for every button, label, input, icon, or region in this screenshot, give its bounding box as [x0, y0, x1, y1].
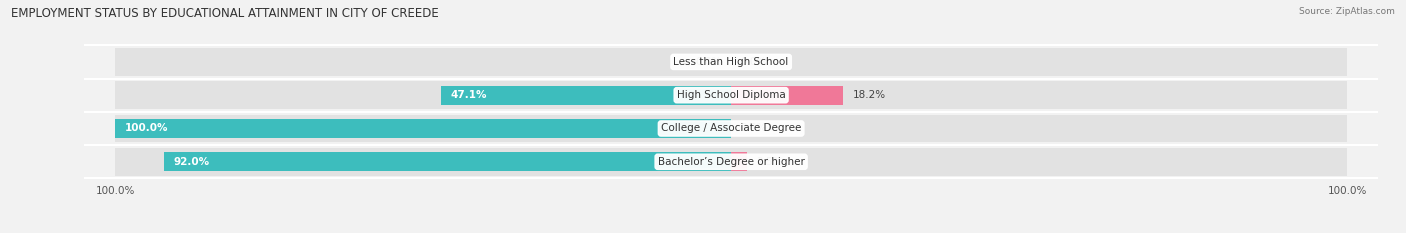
Text: Bachelor’s Degree or higher: Bachelor’s Degree or higher — [658, 157, 804, 167]
Bar — [165, 152, 731, 171]
Text: Less than High School: Less than High School — [673, 57, 789, 67]
Text: High School Diploma: High School Diploma — [676, 90, 786, 100]
Text: 0.0%: 0.0% — [696, 57, 721, 67]
Bar — [115, 115, 731, 142]
Bar — [115, 119, 731, 138]
Bar — [731, 152, 747, 171]
Text: 92.0%: 92.0% — [174, 157, 209, 167]
Text: 100.0%: 100.0% — [124, 123, 167, 134]
Bar — [441, 86, 731, 105]
Text: College / Associate Degree: College / Associate Degree — [661, 123, 801, 134]
Bar — [115, 81, 731, 109]
Text: 0.0%: 0.0% — [741, 57, 766, 67]
Text: 2.5%: 2.5% — [756, 157, 782, 167]
Text: 18.2%: 18.2% — [852, 90, 886, 100]
Bar — [115, 48, 731, 76]
Bar — [731, 148, 1347, 176]
Bar — [731, 115, 1347, 142]
Text: 0.0%: 0.0% — [741, 123, 766, 134]
Bar — [731, 48, 1347, 76]
Bar — [115, 148, 731, 176]
Text: EMPLOYMENT STATUS BY EDUCATIONAL ATTAINMENT IN CITY OF CREEDE: EMPLOYMENT STATUS BY EDUCATIONAL ATTAINM… — [11, 7, 439, 20]
Bar — [731, 81, 1347, 109]
Bar — [731, 86, 844, 105]
Text: Source: ZipAtlas.com: Source: ZipAtlas.com — [1299, 7, 1395, 16]
Text: 47.1%: 47.1% — [450, 90, 486, 100]
